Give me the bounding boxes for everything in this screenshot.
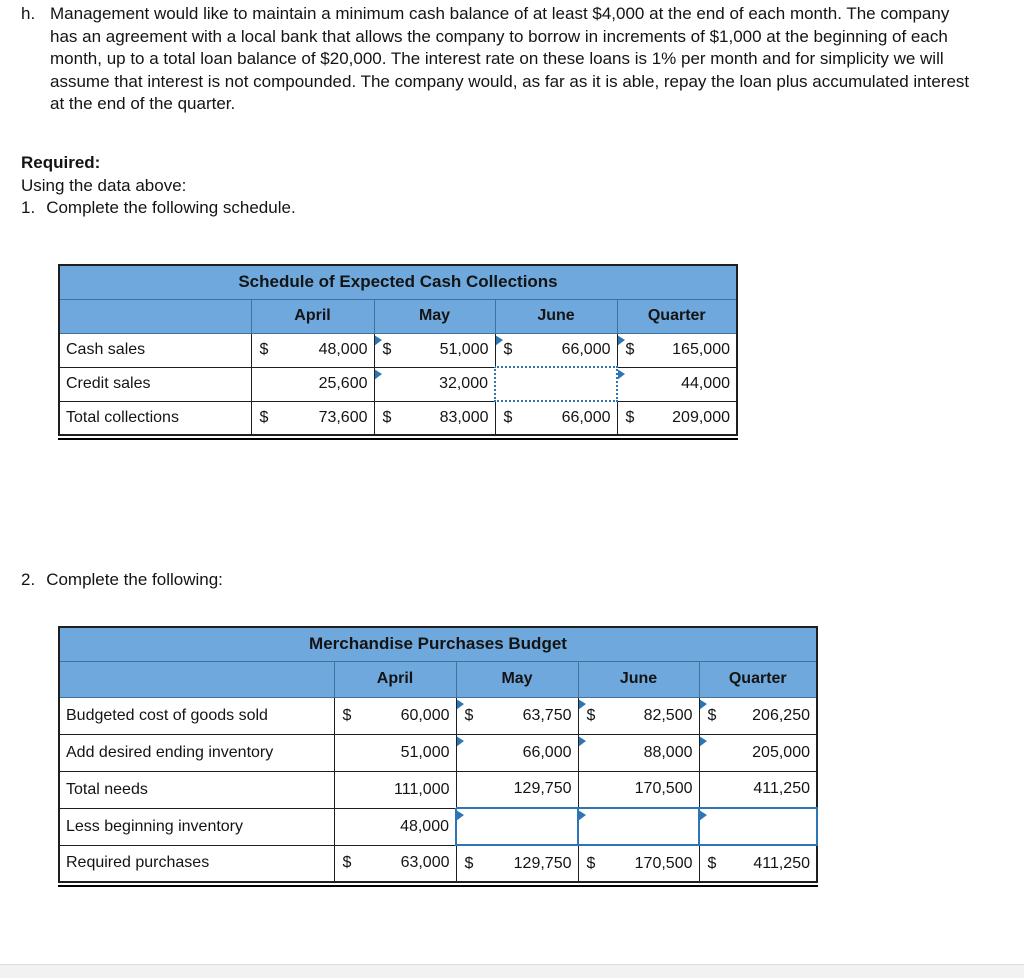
amount-cell[interactable]: $51,000: [373, 332, 496, 368]
required-heading: Required:: [21, 153, 101, 172]
amount-cell[interactable]: 88,000: [577, 733, 700, 772]
col-header-may: May: [455, 660, 579, 698]
row-label-total-needs: Total needs: [58, 770, 335, 809]
empty-input-cell[interactable]: [698, 807, 818, 846]
task-2-number: 2.: [21, 570, 36, 589]
selected-empty-cell[interactable]: [494, 366, 618, 402]
required-section: Required: Using the data above: 1. Comple…: [21, 152, 296, 220]
task-2-text: Complete the following:: [46, 570, 223, 589]
comment-marker-icon: [458, 810, 464, 821]
amount-cell[interactable]: $66,000: [494, 332, 618, 368]
amount-cell[interactable]: $411,250: [698, 844, 818, 883]
row-label-beginning-inventory: Less beginning inventory: [58, 807, 335, 846]
amount-cell[interactable]: 129,750: [455, 770, 579, 809]
row-cash-sales: Cash sales $48,000 $51,000 $66,000 $165,…: [58, 332, 738, 368]
table-title: Schedule of Expected Cash Collections: [58, 264, 738, 300]
col-header-may: May: [373, 298, 496, 334]
task-2-line: 2. Complete the following:: [21, 570, 223, 590]
comment-marker-icon: [700, 698, 707, 710]
amount-cell[interactable]: 111,000: [333, 770, 457, 809]
row-label-cash-sales: Cash sales: [58, 332, 252, 368]
amount-cell[interactable]: $73,600: [250, 400, 375, 436]
row-budgeted-cogs: Budgeted cost of goods sold $60,000 $63,…: [58, 696, 818, 735]
col-header-quarter: Quarter: [698, 660, 818, 698]
row-total-needs: Total needs 111,000 129,750 170,500 411,…: [58, 770, 818, 809]
comment-marker-icon: [457, 735, 464, 747]
col-header-quarter: Quarter: [616, 298, 738, 334]
amount-cell[interactable]: 44,000: [616, 366, 738, 402]
empty-input-cell[interactable]: [455, 807, 579, 846]
col-header-april: April: [333, 660, 457, 698]
col-header-june: June: [577, 660, 700, 698]
comment-marker-icon: [375, 368, 382, 380]
comment-marker-icon: [579, 698, 586, 710]
required-intro: Using the data above:: [21, 175, 187, 195]
row-ending-inventory: Add desired ending inventory 51,000 66,0…: [58, 733, 818, 772]
comment-marker-icon: [580, 810, 586, 821]
amount-cell[interactable]: 48,000: [333, 807, 457, 846]
comment-marker-icon: [496, 334, 503, 346]
amount-cell[interactable]: 170,500: [577, 770, 700, 809]
page-bottom-strip: [0, 964, 1024, 978]
amount-cell[interactable]: 51,000: [333, 733, 457, 772]
amount-cell[interactable]: $206,250: [698, 696, 818, 735]
purchases-budget-table-container: Merchandise Purchases Budget April May J…: [58, 626, 818, 892]
row-total-collections: Total collections $73,600 $83,000 $66,00…: [58, 400, 738, 436]
row-credit-sales: Credit sales 25,600 32,000 44,000: [58, 366, 738, 402]
amount-cell[interactable]: 205,000: [698, 733, 818, 772]
col-header-april: April: [250, 298, 375, 334]
cash-collections-table: Schedule of Expected Cash Collections Ap…: [58, 264, 738, 436]
amount-cell[interactable]: $66,000: [494, 400, 618, 436]
amount-cell[interactable]: $48,000: [250, 332, 375, 368]
amount-cell[interactable]: $129,750: [455, 844, 579, 883]
comment-marker-icon: [375, 334, 382, 346]
amount-cell[interactable]: 25,600: [250, 366, 375, 402]
table-title: Merchandise Purchases Budget: [58, 626, 818, 662]
amount-cell[interactable]: $82,500: [577, 696, 700, 735]
row-label-required-purchases: Required purchases: [58, 844, 335, 883]
cash-collections-double-rule: Schedule of Expected Cash Collections Ap…: [58, 264, 738, 440]
amount-cell[interactable]: $83,000: [373, 400, 496, 436]
comment-marker-icon: [579, 735, 586, 747]
amount-cell[interactable]: $165,000: [616, 332, 738, 368]
empty-input-cell[interactable]: [577, 807, 700, 846]
row-beginning-inventory: Less beginning inventory 48,000: [58, 807, 818, 846]
amount-cell[interactable]: $209,000: [616, 400, 738, 436]
col-header-june: June: [494, 298, 618, 334]
problem-item-text: Management would like to maintain a mini…: [50, 4, 970, 114]
comment-marker-icon: [457, 698, 464, 710]
purchases-budget-table: Merchandise Purchases Budget April May J…: [58, 626, 818, 883]
cash-collections-table-container: Schedule of Expected Cash Collections Ap…: [58, 264, 738, 445]
task-1-line: 1. Complete the following schedule.: [21, 197, 296, 220]
amount-cell[interactable]: $170,500: [577, 844, 700, 883]
row-required-purchases: Required purchases $63,000 $129,750 $170…: [58, 844, 818, 883]
problem-statement: h. Management would like to maintain a m…: [21, 3, 973, 116]
amount-cell[interactable]: $60,000: [333, 696, 457, 735]
row-label-total-collections: Total collections: [58, 400, 252, 436]
task-1-text: Complete the following schedule.: [46, 198, 296, 218]
header-corner-cell: [58, 660, 335, 698]
amount-cell[interactable]: $63,000: [333, 844, 457, 883]
problem-item-label: h.: [21, 4, 36, 23]
amount-cell[interactable]: $63,750: [455, 696, 579, 735]
comment-marker-icon: [700, 735, 707, 747]
amount-cell[interactable]: 411,250: [698, 770, 818, 809]
comment-marker-icon: [701, 810, 707, 821]
task-1-number: 1.: [21, 198, 36, 218]
comment-marker-icon: [618, 334, 625, 346]
header-corner-cell: [58, 298, 252, 334]
comment-marker-icon: [618, 368, 625, 380]
row-label-ending-inventory: Add desired ending inventory: [58, 733, 335, 772]
row-label-budgeted-cogs: Budgeted cost of goods sold: [58, 696, 335, 735]
amount-cell[interactable]: 66,000: [455, 733, 579, 772]
amount-cell[interactable]: 32,000: [373, 366, 496, 402]
row-label-credit-sales: Credit sales: [58, 366, 252, 402]
purchases-budget-double-rule: Merchandise Purchases Budget April May J…: [58, 626, 818, 887]
